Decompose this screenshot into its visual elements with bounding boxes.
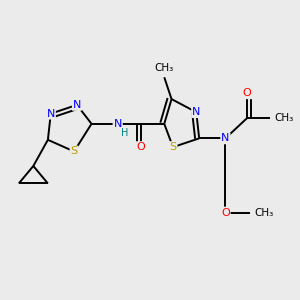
Text: S: S (70, 146, 78, 157)
Text: CH₃: CH₃ (275, 113, 294, 123)
Text: N: N (46, 109, 55, 118)
Text: N: N (192, 107, 200, 117)
Text: O: O (243, 88, 252, 98)
Text: CH₃: CH₃ (254, 208, 274, 218)
Text: N: N (73, 100, 81, 110)
Text: O: O (221, 208, 230, 218)
Text: N: N (221, 134, 230, 143)
Text: S: S (169, 142, 177, 152)
Text: H: H (121, 128, 129, 137)
Text: CH₃: CH₃ (154, 63, 174, 73)
Text: N: N (113, 119, 122, 129)
Text: O: O (136, 142, 146, 152)
